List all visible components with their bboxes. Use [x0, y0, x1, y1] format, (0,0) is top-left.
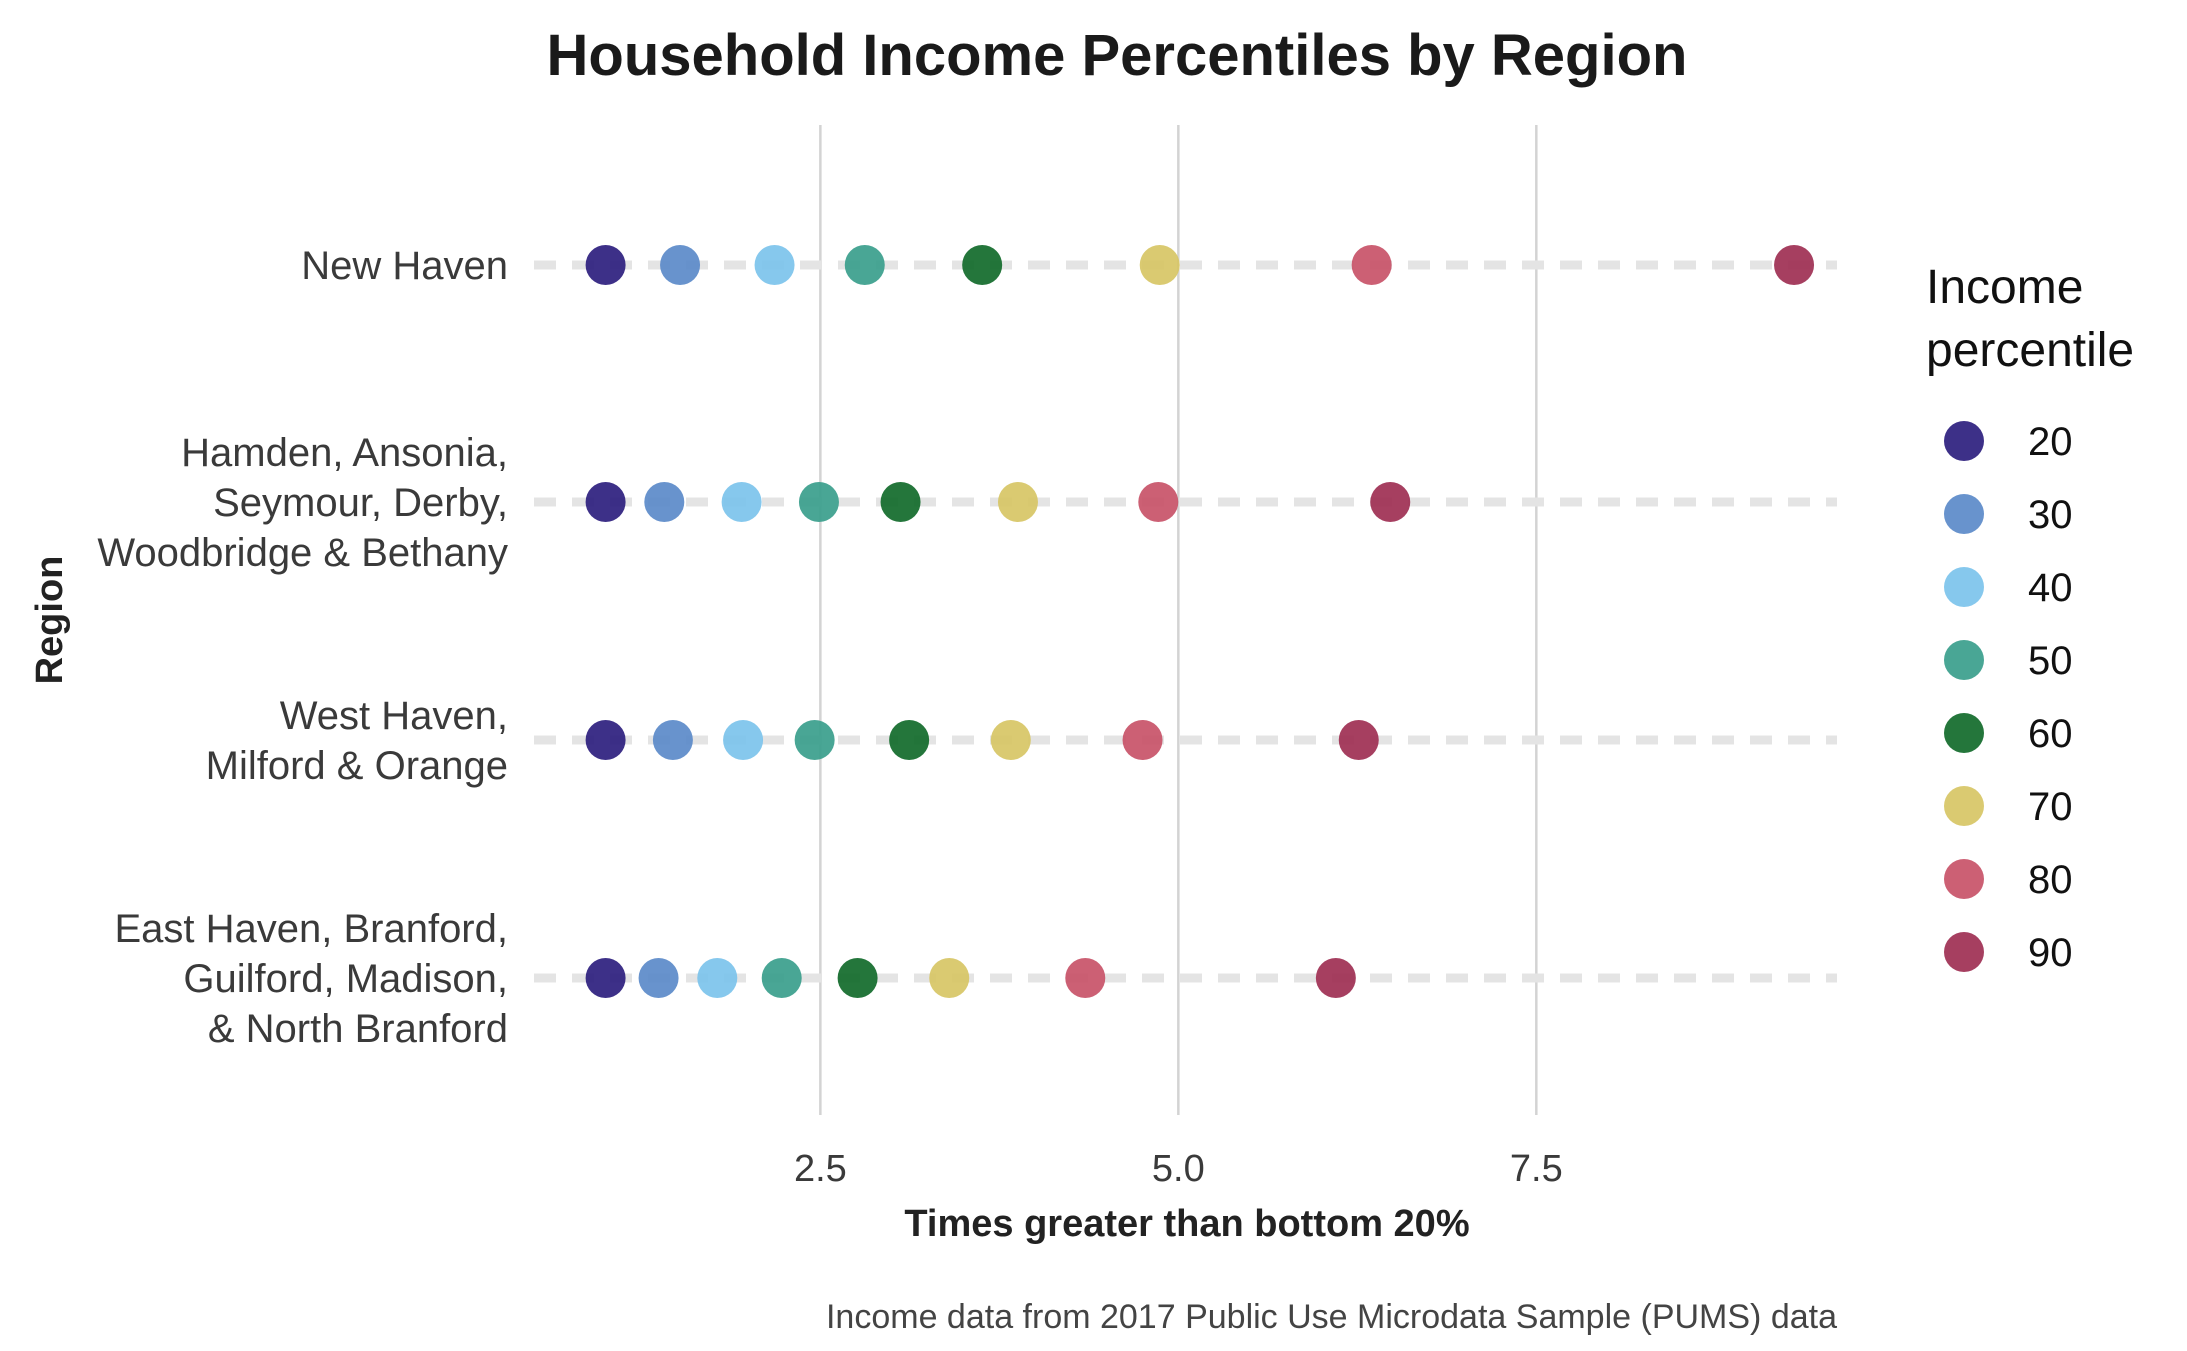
- region-label-3-line-1: Guilford, Madison,: [183, 957, 508, 1001]
- point-p40-region-2: [723, 720, 764, 760]
- point-p20-region-1: [585, 482, 626, 522]
- region-label-1-line-2: Woodbridge & Bethany: [97, 531, 508, 575]
- legend-swatch-70: [1944, 786, 1984, 826]
- point-p60-region-0: [962, 245, 1003, 285]
- region-label-0-line-0: New Haven: [301, 244, 508, 288]
- legend-swatch-20: [1944, 421, 1984, 461]
- chart-title: Household Income Percentiles by Region: [547, 23, 1688, 88]
- point-p60-region-2: [889, 720, 930, 760]
- region-guides: [534, 260, 1837, 983]
- point-p80-region-2: [1122, 720, 1163, 760]
- point-p20-region-0: [585, 245, 626, 285]
- point-p20-region-2: [585, 720, 626, 760]
- region-label-1-line-0: Hamden, Ansonia,: [181, 431, 508, 475]
- legend-title-line-0: Income: [1926, 261, 2083, 314]
- point-p70-region-0: [1139, 245, 1180, 285]
- region-label-1-line-1: Seymour, Derby,: [213, 481, 508, 525]
- legend-swatch-60: [1944, 713, 1984, 753]
- gridlines: [819, 125, 1538, 1115]
- legend-title-line-1: percentile: [1926, 324, 2134, 377]
- point-p70-region-3: [929, 958, 970, 998]
- legend-swatch-80: [1944, 859, 1984, 899]
- data-points: [585, 245, 1815, 998]
- legend-label-50: 50: [2028, 639, 2073, 683]
- legend-label-60: 60: [2028, 712, 2073, 756]
- legend-label-80: 80: [2028, 858, 2073, 902]
- point-p50-region-1: [798, 482, 839, 522]
- point-p60-region-1: [880, 482, 921, 522]
- legend-swatch-50: [1944, 640, 1984, 680]
- point-p30-region-2: [652, 720, 693, 760]
- legend-swatch-90: [1944, 932, 1984, 972]
- point-p60-region-3: [837, 958, 878, 998]
- x-tick-label-0: 2.5: [794, 1148, 847, 1190]
- point-p70-region-2: [990, 720, 1031, 760]
- point-p40-region-0: [754, 245, 795, 285]
- point-p50-region-0: [844, 245, 885, 285]
- point-p90-region-1: [1370, 482, 1411, 522]
- point-p80-region-1: [1138, 482, 1179, 522]
- legend-label-90: 90: [2028, 931, 2073, 975]
- point-p30-region-3: [638, 958, 679, 998]
- legend-swatch-30: [1944, 494, 1984, 534]
- point-p20-region-3: [585, 958, 626, 998]
- point-p80-region-0: [1351, 245, 1392, 285]
- point-p40-region-3: [697, 958, 738, 998]
- legend-label-40: 40: [2028, 566, 2073, 610]
- point-p90-region-3: [1315, 958, 1356, 998]
- point-p80-region-3: [1065, 958, 1106, 998]
- x-tick-labels: 2.5 5.0 7.5: [794, 1148, 1563, 1190]
- point-p30-region-1: [644, 482, 685, 522]
- legend-label-30: 30: [2028, 493, 2073, 537]
- chart-caption: Income data from 2017 Public Use Microda…: [826, 1298, 1837, 1336]
- point-p50-region-2: [794, 720, 835, 760]
- region-labels: New Haven Hamden, Ansonia, Seymour, Derby,…: [97, 244, 508, 1051]
- x-tick-label-1: 5.0: [1152, 1148, 1205, 1190]
- legend: Income percentile 20 30 40 50 60 70 80 90: [1926, 261, 2134, 975]
- point-p90-region-2: [1338, 720, 1379, 760]
- region-label-2-line-1: Milford & Orange: [206, 744, 508, 788]
- point-p40-region-1: [721, 482, 762, 522]
- x-tick-label-2: 7.5: [1510, 1148, 1563, 1190]
- legend-label-70: 70: [2028, 785, 2073, 829]
- region-label-3-line-0: East Haven, Branford,: [114, 907, 508, 951]
- point-p90-region-0: [1774, 245, 1815, 285]
- point-p30-region-0: [660, 245, 701, 285]
- legend-swatch-40: [1944, 567, 1984, 607]
- region-label-2-line-0: West Haven,: [280, 694, 508, 738]
- point-p50-region-3: [761, 958, 802, 998]
- x-axis-title: Times greater than bottom 20%: [904, 1203, 1469, 1245]
- point-p70-region-1: [997, 482, 1038, 522]
- y-axis-title: Region: [29, 556, 71, 685]
- legend-label-20: 20: [2028, 420, 2073, 464]
- region-label-3-line-2: & North Branford: [208, 1007, 508, 1051]
